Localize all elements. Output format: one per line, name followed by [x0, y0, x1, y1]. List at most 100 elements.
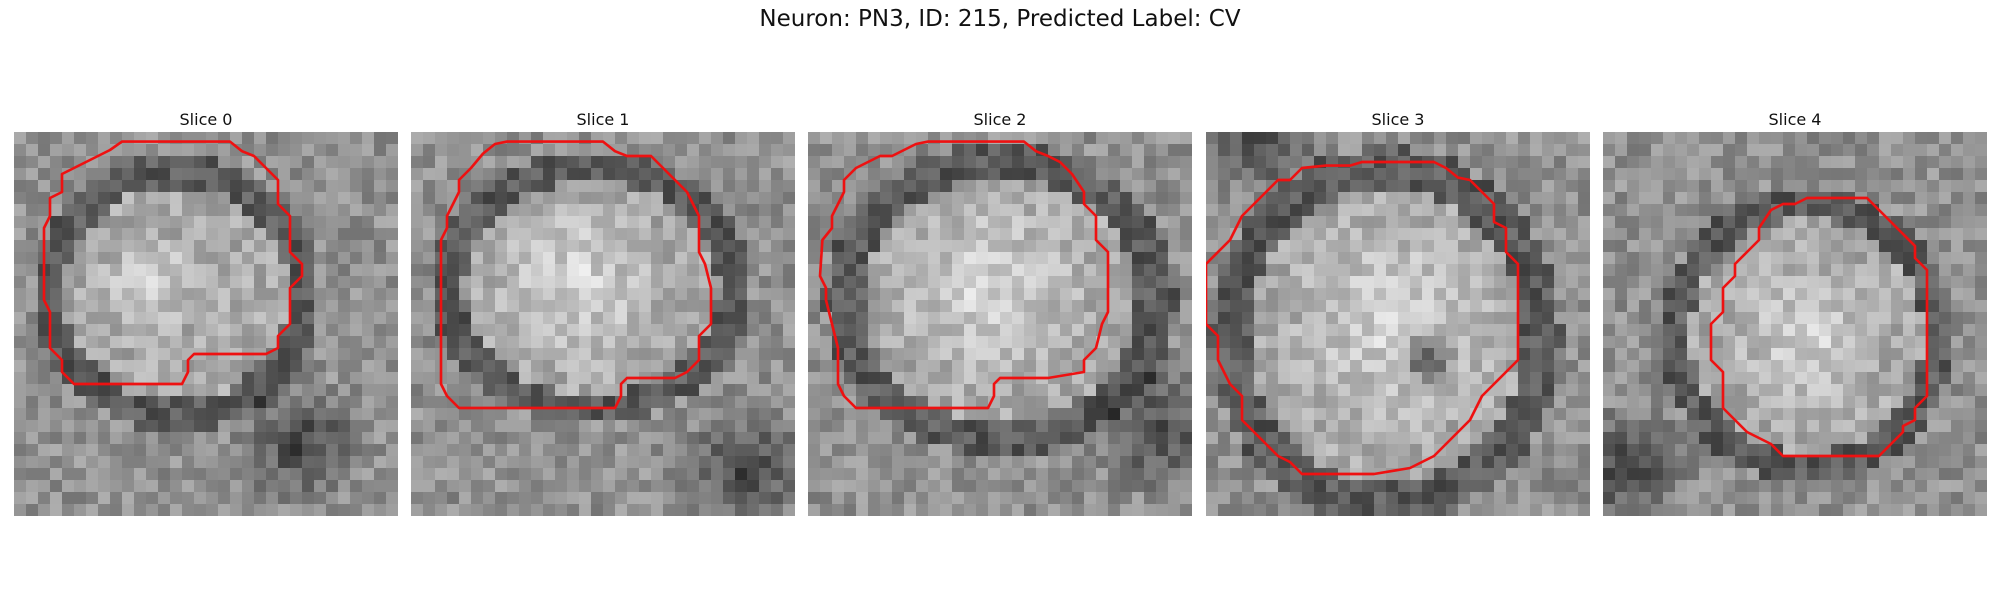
image-pixel	[735, 276, 748, 289]
image-pixel	[1795, 384, 1808, 397]
image-pixel	[1747, 300, 1760, 313]
image-pixel	[1398, 348, 1411, 361]
image-pixel	[1891, 324, 1904, 337]
image-pixel	[1699, 264, 1712, 277]
image-pixel	[26, 156, 39, 169]
image-pixel	[254, 192, 267, 205]
image-pixel	[567, 216, 580, 229]
image-pixel	[110, 360, 123, 373]
image-pixel	[1266, 492, 1279, 505]
image-pixel	[1855, 348, 1868, 361]
image-pixel	[386, 504, 398, 516]
image-pixel	[1266, 204, 1279, 217]
image-pixel	[1024, 348, 1037, 361]
image-pixel	[38, 336, 51, 349]
image-pixel	[1518, 492, 1531, 505]
image-pixel	[1843, 312, 1856, 325]
image-pixel	[1422, 144, 1435, 157]
image-pixel	[1927, 288, 1940, 301]
image-pixel	[507, 504, 520, 516]
image-pixel	[1711, 348, 1724, 361]
image-pixel	[1819, 372, 1832, 385]
image-pixel	[1168, 240, 1181, 253]
image-pixel	[1060, 192, 1073, 205]
image-pixel	[1530, 216, 1543, 229]
image-pixel	[567, 192, 580, 205]
image-pixel	[1048, 504, 1061, 516]
image-pixel	[1168, 348, 1181, 361]
image-pixel	[158, 324, 171, 337]
image-pixel	[1915, 240, 1928, 253]
image-pixel	[1362, 216, 1375, 229]
image-pixel	[1254, 216, 1267, 229]
image-pixel	[1446, 408, 1459, 421]
image-pixel	[110, 216, 123, 229]
image-pixel	[1554, 372, 1567, 385]
image-pixel	[567, 432, 580, 445]
image-pixel	[1470, 300, 1483, 313]
image-pixel	[230, 132, 243, 145]
image-pixel	[1530, 408, 1543, 421]
image-pixel	[543, 348, 556, 361]
image-pixel	[531, 408, 544, 421]
image-pixel	[1410, 204, 1423, 217]
image-pixel	[856, 360, 869, 373]
image-pixel	[832, 300, 845, 313]
image-pixel	[651, 240, 664, 253]
image-pixel	[122, 216, 135, 229]
image-pixel	[194, 480, 207, 493]
image-pixel	[1024, 408, 1037, 421]
image-pixel	[447, 444, 460, 457]
image-pixel	[1242, 192, 1255, 205]
image-pixel	[832, 228, 845, 241]
image-pixel	[350, 432, 363, 445]
image-pixel	[423, 300, 436, 313]
image-pixel	[1603, 444, 1616, 457]
image-pixel	[1230, 324, 1243, 337]
image-pixel	[1314, 336, 1327, 349]
image-pixel	[1398, 228, 1411, 241]
image-pixel	[1350, 444, 1363, 457]
image-pixel	[1795, 204, 1808, 217]
image-pixel	[386, 444, 398, 457]
image-pixel	[591, 204, 604, 217]
image-pixel	[1518, 396, 1531, 409]
image-pixel	[290, 396, 303, 409]
image-pixel	[1891, 408, 1904, 421]
image-pixel	[86, 192, 99, 205]
image-pixel	[471, 204, 484, 217]
image-pixel	[1242, 384, 1255, 397]
image-pixel	[230, 204, 243, 217]
image-pixel	[1000, 216, 1013, 229]
image-pixel	[976, 252, 989, 265]
figure-title: Neuron: PN3, ID: 215, Predicted Label: C…	[759, 6, 1241, 32]
image-pixel	[1048, 432, 1061, 445]
image-pixel	[988, 456, 1001, 469]
image-pixel	[1723, 264, 1736, 277]
image-pixel	[1542, 372, 1555, 385]
image-pixel	[194, 156, 207, 169]
image-pixel	[952, 408, 965, 421]
image-pixel	[86, 180, 99, 193]
image-pixel	[1470, 456, 1483, 469]
image-pixel	[1084, 300, 1097, 313]
image-pixel	[747, 132, 760, 145]
image-pixel	[723, 300, 736, 313]
image-pixel	[1566, 348, 1579, 361]
image-pixel	[1350, 432, 1363, 445]
image-pixel	[1422, 492, 1435, 505]
image-pixel	[314, 192, 327, 205]
image-pixel	[783, 348, 795, 361]
image-pixel	[1747, 252, 1760, 265]
image-pixel	[1711, 180, 1724, 193]
slice-panel-3: Slice 3	[1206, 108, 1590, 516]
image-pixel	[1651, 312, 1664, 325]
image-pixel	[639, 156, 652, 169]
image-pixel	[278, 408, 291, 421]
image-pixel	[1915, 384, 1928, 397]
image-pixel	[1144, 216, 1157, 229]
image-pixel	[1494, 180, 1507, 193]
image-pixel	[940, 228, 953, 241]
image-pixel	[423, 468, 436, 481]
image-pixel	[1206, 492, 1219, 505]
